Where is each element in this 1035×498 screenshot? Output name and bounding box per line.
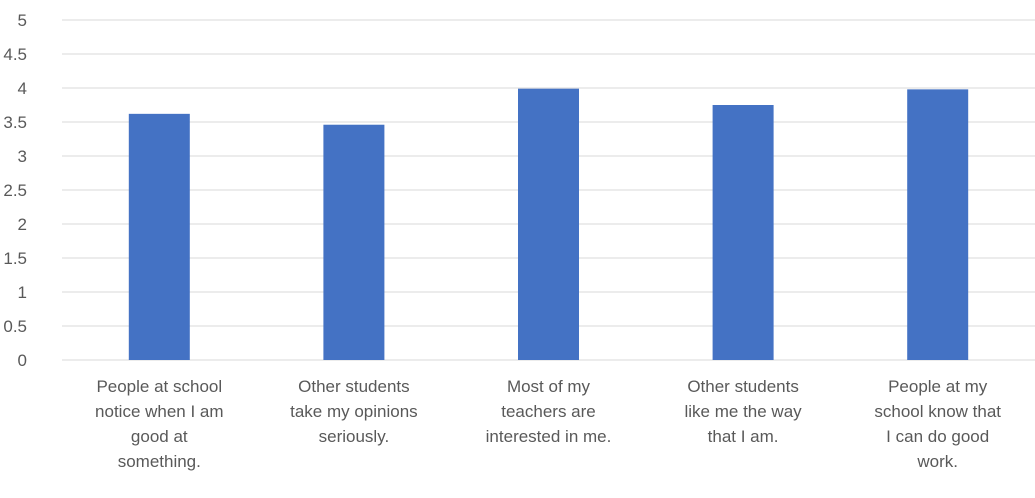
x-category-label-line: Other students — [298, 377, 410, 396]
y-tick-label: 4 — [18, 79, 27, 98]
bars — [128, 88, 969, 361]
y-tick-label: 2 — [18, 215, 27, 234]
bar — [323, 124, 385, 360]
x-category-label-line: take my opinions — [290, 402, 418, 421]
x-category-label-line: good at — [131, 427, 188, 446]
y-tick-label: 0 — [18, 351, 27, 370]
x-category-label-line: teachers are — [501, 402, 596, 421]
bar — [518, 88, 579, 361]
x-category-label-line: interested in me. — [486, 427, 612, 446]
x-category-label: People at my school know that I can do goo… — [874, 377, 1001, 471]
y-tick-label: 5 — [18, 11, 27, 30]
bar — [907, 89, 969, 361]
x-category-label-line: Other students — [687, 377, 799, 396]
x-category-label-line: like me the way — [685, 402, 803, 421]
y-tick-label: 4.5 — [3, 45, 27, 64]
bar — [128, 113, 190, 360]
y-tick-label: 3.5 — [3, 113, 27, 132]
x-category-label-line: something. — [118, 452, 201, 471]
x-category-label-line: school know that — [874, 402, 1001, 421]
x-category-label: Other students take my opinions seriously. — [290, 377, 418, 446]
y-tick-label: 2.5 — [3, 181, 27, 200]
x-category-label-line: that I am. — [708, 427, 779, 446]
x-category-label-line: work. — [916, 452, 958, 471]
x-category-label: People at school notice when I am good at s… — [95, 377, 224, 471]
y-tick-label: 3 — [18, 147, 27, 166]
x-axis-category-labels: People at school notice when I am good at s… — [95, 377, 1001, 471]
y-tick-label: 0.5 — [3, 317, 27, 336]
x-category-label-line: I can do good — [886, 427, 989, 446]
x-category-label-line: Most of my — [507, 377, 591, 396]
y-axis-tick-labels: 0 0.5 1 1.5 2 2.5 3 3.5 4 4.5 5 — [3, 11, 27, 370]
x-category-label: Most of my teachers are interested in me. — [486, 377, 612, 446]
x-category-label-line: People at school — [96, 377, 222, 396]
bar — [712, 105, 774, 360]
x-category-label-line: notice when I am — [95, 402, 224, 421]
x-category-label: Other students like me the way that I am. — [685, 377, 803, 446]
x-category-label-line: seriously. — [319, 427, 390, 446]
y-tick-label: 1.5 — [3, 249, 27, 268]
y-tick-label: 1 — [18, 283, 27, 302]
x-category-label-line: People at my — [888, 377, 988, 396]
